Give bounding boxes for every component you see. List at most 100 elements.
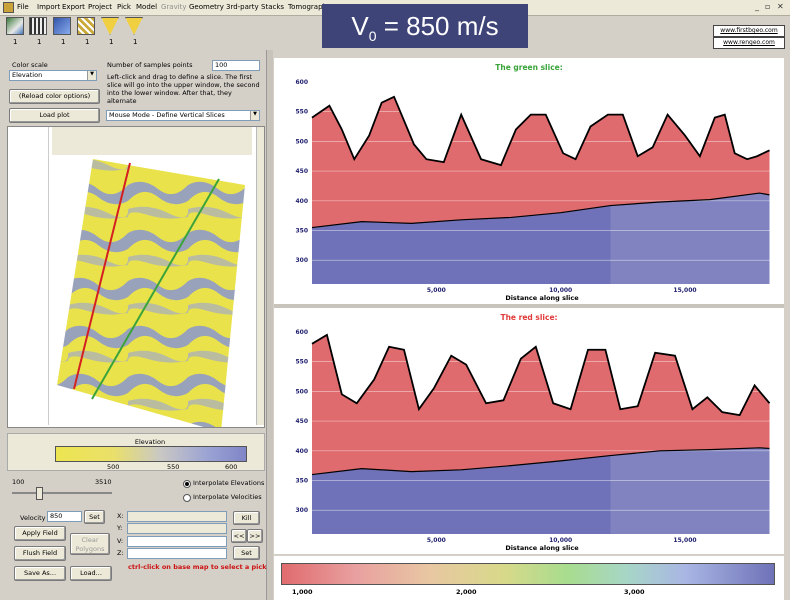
red-area	[312, 96, 770, 228]
green-slice-title: The green slice:	[495, 63, 563, 72]
shield-icon[interactable]	[101, 17, 119, 35]
reload-color-button[interactable]: (Reload color options)	[9, 89, 100, 104]
coord-v-field[interactable]	[127, 536, 227, 547]
samples-label: Number of samples points	[107, 61, 193, 69]
menu-import[interactable]: Import	[37, 3, 61, 11]
shotgather-icon[interactable]	[29, 17, 47, 35]
load-button[interactable]: Load...	[70, 566, 112, 581]
chevron-down-icon: ▼	[87, 71, 96, 80]
x-tick-label: 5,000	[427, 537, 446, 544]
y-tick-label: 450	[295, 168, 308, 175]
tool-count: 1	[133, 38, 138, 46]
surface-line	[311, 95, 770, 167]
clear-polygons-button[interactable]: Clear Polygons	[70, 533, 110, 555]
colorbar-title: Elevation	[134, 438, 166, 446]
menu-stacks[interactable]: Stacks	[261, 3, 285, 11]
x-tick-label: 15,000	[673, 537, 696, 544]
menu-geometry[interactable]: Geometry	[189, 3, 224, 11]
next-pick-button[interactable]: >>	[247, 529, 263, 543]
panel-divider[interactable]	[274, 304, 784, 308]
menu-3rd-party[interactable]: 3rd-party	[226, 3, 259, 11]
velocity-colorbar-tick: 3,000	[624, 588, 645, 596]
splitter[interactable]	[266, 50, 273, 600]
layer-line	[311, 192, 770, 229]
blue-area	[312, 193, 770, 284]
coord-x-field[interactable]	[127, 511, 227, 522]
coord-x-label: X:	[117, 512, 124, 520]
y-tick-label: 550	[295, 109, 308, 116]
velocity-colorbar	[281, 563, 775, 585]
instructions-text: Left-click and drag to define a slice. T…	[107, 73, 260, 105]
samples-input[interactable]: 100	[212, 60, 260, 71]
red-slice-chart: 300 350 400 450 500 550 600 5,000 10,000 15,000 Di…	[295, 326, 772, 552]
coord-z-field[interactable]	[127, 548, 227, 559]
banner-subscript: 0	[368, 28, 377, 45]
coord-v-label: V:	[117, 537, 124, 545]
menu-model[interactable]: Model	[136, 3, 158, 11]
color-scale-select[interactable]: Elevation ▼	[9, 70, 97, 81]
minimize-icon[interactable]: _	[755, 2, 759, 11]
set-pick-button[interactable]: Set	[233, 546, 260, 560]
basemap-icon[interactable]	[6, 17, 24, 35]
y-tick-label: 400	[295, 198, 308, 205]
menu-gravity[interactable]: Gravity	[161, 3, 187, 11]
surface-line	[311, 333, 771, 417]
velocity-colorbar-tick: 2,000	[456, 588, 477, 596]
velocity-input[interactable]: 850	[47, 511, 82, 522]
restore-icon[interactable]: ▫	[765, 2, 771, 11]
load-plot-button[interactable]: Load plot	[9, 108, 100, 123]
colorbar-tick: 500	[107, 463, 120, 471]
menu-project[interactable]: Project	[88, 3, 112, 11]
flush-field-button[interactable]: Flush Field	[14, 546, 66, 561]
interp-vel-label: Interpolate Velocities	[193, 493, 262, 501]
app-icon	[3, 2, 14, 13]
y-tick-label: 600	[295, 329, 308, 336]
prev-pick-button[interactable]: <<	[231, 529, 247, 543]
menu-pick[interactable]: Pick	[117, 3, 131, 11]
cube-icon[interactable]	[53, 17, 71, 35]
menu-file[interactable]: File	[17, 3, 29, 11]
x-tick-label: 5,000	[427, 287, 446, 294]
elevation-map	[57, 159, 245, 427]
y-tick-label: 450	[295, 418, 308, 425]
link-website-2[interactable]: www.rengeo.com	[713, 37, 785, 49]
menu-export[interactable]: Export	[62, 3, 85, 11]
x-axis-label: Distance along slice	[505, 294, 579, 302]
menu-tomograph[interactable]: Tomograph	[288, 3, 327, 11]
velocity-colorbar-tick: 1,000	[292, 588, 313, 596]
basemap-view[interactable]	[7, 126, 265, 428]
velocity-label: Velocity	[20, 514, 46, 522]
red-area	[312, 334, 770, 475]
interp-elev-label: Interpolate Elevations	[193, 479, 265, 487]
coord-y-field[interactable]	[127, 523, 227, 534]
basemap-scrollbar[interactable]	[256, 127, 264, 425]
color-scale-label: Color scale	[12, 61, 48, 69]
set-velocity-button[interactable]: Set	[84, 510, 105, 524]
elevation-colorbar	[55, 446, 247, 462]
basemap-margin	[8, 127, 49, 425]
coord-y-label: Y:	[117, 524, 123, 532]
y-tick-label: 300	[295, 257, 308, 264]
link-website-1[interactable]: www.firstbgeo.com	[713, 25, 785, 37]
velocity-slider-thumb[interactable]	[36, 487, 43, 500]
y-tick-label: 400	[295, 448, 308, 455]
tool-count: 1	[37, 38, 42, 46]
interp-elev-radio[interactable]	[183, 480, 191, 488]
mouse-mode-select[interactable]: Mouse Mode - Define Vertical Slices ▼	[106, 110, 260, 121]
tool-count: 1	[85, 38, 90, 46]
green-slice-line[interactable]	[91, 178, 220, 400]
pick-hint: ctrl-click on base map to select a pick	[128, 563, 267, 571]
y-tick-label: 350	[295, 478, 308, 485]
shield-icon-2[interactable]	[125, 17, 143, 35]
apply-field-button[interactable]: Apply Field	[14, 526, 66, 541]
kill-button[interactable]: Kill	[233, 511, 260, 525]
interp-vel-radio[interactable]	[183, 494, 191, 502]
map-polygon	[57, 159, 245, 427]
velocity-icon[interactable]	[77, 17, 95, 35]
red-slice-line[interactable]	[73, 162, 131, 390]
save-as-button[interactable]: Save As...	[14, 566, 66, 581]
velocity-slider-track[interactable]	[12, 492, 112, 494]
chevron-down-icon: ▼	[250, 111, 259, 120]
banner-value: = 850 m/s	[383, 11, 499, 41]
close-icon[interactable]: ✕	[777, 2, 784, 11]
